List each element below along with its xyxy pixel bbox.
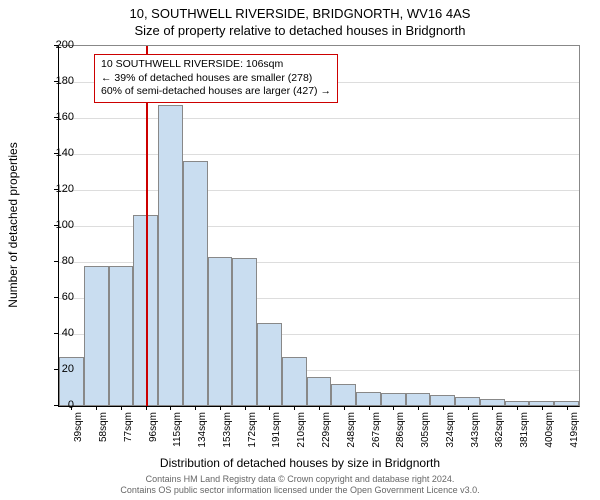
histogram-bar xyxy=(84,266,109,406)
histogram-bar xyxy=(307,377,332,406)
x-tick-label: 305sqm xyxy=(420,412,431,448)
x-tick-label: 210sqm xyxy=(296,412,307,448)
annotation-line1: 10 SOUTHWELL RIVERSIDE: 106sqm xyxy=(101,58,331,72)
x-tick-mark xyxy=(121,406,122,410)
histogram-bar xyxy=(381,393,406,406)
x-tick-mark xyxy=(344,406,345,410)
chart-plot-area: 39sqm58sqm77sqm96sqm115sqm134sqm153sqm17… xyxy=(58,45,580,407)
x-tick-label: 286sqm xyxy=(395,412,406,448)
x-tick-label: 58sqm xyxy=(98,412,109,442)
histogram-bar xyxy=(356,392,381,406)
y-tick-mark xyxy=(54,405,58,406)
histogram-bar xyxy=(455,397,480,406)
x-tick-label: 400sqm xyxy=(544,412,555,448)
x-tick-label: 115sqm xyxy=(172,412,183,447)
x-tick-label: 39sqm xyxy=(73,412,84,442)
x-tick-mark xyxy=(393,406,394,410)
page-title-subtitle: Size of property relative to detached ho… xyxy=(0,21,600,38)
x-tick-label: 248sqm xyxy=(346,412,357,448)
y-tick-label: 200 xyxy=(44,39,74,51)
y-tick-label: 60 xyxy=(44,291,74,303)
y-tick-label: 140 xyxy=(44,147,74,159)
y-tick-label: 180 xyxy=(44,75,74,87)
footer-attribution: Contains HM Land Registry data © Crown c… xyxy=(0,474,600,497)
footer-line2: Contains OS public sector information li… xyxy=(120,485,479,495)
y-tick-label: 100 xyxy=(44,219,74,231)
x-tick-label: 134sqm xyxy=(197,412,208,448)
page-title-address: 10, SOUTHWELL RIVERSIDE, BRIDGNORTH, WV1… xyxy=(0,0,600,21)
y-tick-mark xyxy=(54,189,58,190)
histogram-bar xyxy=(430,395,455,406)
histogram-bar xyxy=(232,258,257,406)
y-tick-mark xyxy=(54,225,58,226)
x-tick-label: 362sqm xyxy=(494,412,505,448)
x-tick-mark xyxy=(245,406,246,410)
x-tick-label: 324sqm xyxy=(445,412,456,448)
histogram-bar xyxy=(480,399,505,406)
x-tick-label: 381sqm xyxy=(519,412,530,448)
y-tick-mark xyxy=(54,117,58,118)
histogram-bar xyxy=(158,105,183,406)
x-tick-mark xyxy=(220,406,221,410)
x-tick-label: 343sqm xyxy=(470,412,481,448)
y-tick-label: 120 xyxy=(44,183,74,195)
x-tick-mark xyxy=(369,406,370,410)
histogram-bar xyxy=(257,323,282,406)
y-tick-mark xyxy=(54,297,58,298)
x-tick-mark xyxy=(492,406,493,410)
x-tick-label: 96sqm xyxy=(148,412,159,442)
x-tick-label: 153sqm xyxy=(222,412,233,448)
y-tick-mark xyxy=(54,81,58,82)
x-tick-mark xyxy=(294,406,295,410)
x-tick-label: 229sqm xyxy=(321,412,332,448)
annotation-line3: 60% of semi-detached houses are larger (… xyxy=(101,85,331,99)
x-tick-mark xyxy=(269,406,270,410)
y-tick-label: 40 xyxy=(44,327,74,339)
x-tick-label: 191sqm xyxy=(271,412,282,448)
x-tick-label: 419sqm xyxy=(569,412,580,448)
annotation-box: 10 SOUTHWELL RIVERSIDE: 106sqm← 39% of d… xyxy=(94,54,338,103)
x-axis-label: Distribution of detached houses by size … xyxy=(0,456,600,470)
y-tick-mark xyxy=(54,261,58,262)
y-tick-mark xyxy=(54,153,58,154)
x-tick-label: 267sqm xyxy=(371,412,382,448)
y-tick-label: 0 xyxy=(44,399,74,411)
x-tick-mark xyxy=(146,406,147,410)
y-tick-label: 160 xyxy=(44,111,74,123)
gridline xyxy=(59,154,579,155)
x-tick-label: 77sqm xyxy=(123,412,134,442)
x-tick-mark xyxy=(443,406,444,410)
histogram-bar xyxy=(208,257,233,406)
annotation-line2: ← 39% of detached houses are smaller (27… xyxy=(101,72,331,86)
footer-line1: Contains HM Land Registry data © Crown c… xyxy=(146,474,455,484)
x-tick-mark xyxy=(517,406,518,410)
y-tick-mark xyxy=(54,333,58,334)
x-tick-mark xyxy=(96,406,97,410)
x-tick-mark xyxy=(195,406,196,410)
histogram-bar xyxy=(109,266,134,406)
x-tick-mark xyxy=(567,406,568,410)
y-tick-label: 80 xyxy=(44,255,74,267)
x-tick-mark xyxy=(542,406,543,410)
gridline xyxy=(59,118,579,119)
histogram-bar xyxy=(406,393,431,406)
y-tick-mark xyxy=(54,369,58,370)
x-tick-label: 172sqm xyxy=(247,412,258,448)
x-tick-mark xyxy=(319,406,320,410)
histogram-bar xyxy=(331,384,356,406)
gridline xyxy=(59,190,579,191)
y-axis-label: Number of detached properties xyxy=(6,142,20,307)
histogram-bar xyxy=(282,357,307,406)
y-tick-mark xyxy=(54,45,58,46)
histogram-bar xyxy=(183,161,208,406)
y-tick-label: 20 xyxy=(44,363,74,375)
x-tick-mark xyxy=(170,406,171,410)
x-tick-mark xyxy=(418,406,419,410)
x-tick-mark xyxy=(468,406,469,410)
